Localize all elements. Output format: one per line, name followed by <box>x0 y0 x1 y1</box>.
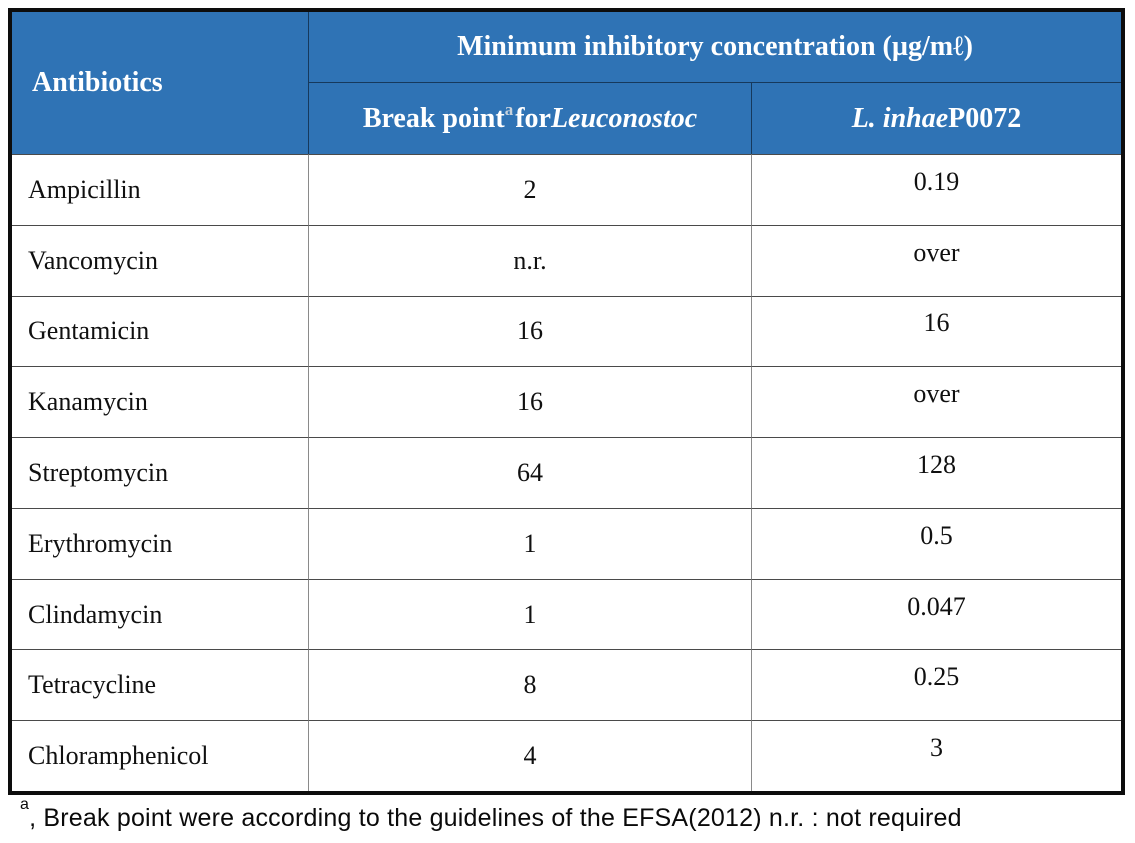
table-row-antibiotic-name: Streptomycin <box>12 437 308 508</box>
antibiotics-mic-table: Antibiotics Minimum inhibitory concentra… <box>8 8 1125 795</box>
table-row-breakpoint-value: 2 <box>308 154 751 225</box>
table-row-antibiotic-name: Ampicillin <box>12 154 308 225</box>
table-row-antibiotic-name: Chloramphenicol <box>12 720 308 791</box>
table-row-mic-value: 0.19 <box>751 154 1121 225</box>
footnote-text: , Break point were according to the guid… <box>29 804 962 832</box>
header-mic-title: Minimum inhibitory concentration (µg/mℓ) <box>308 12 1121 82</box>
table-row-mic-value: 16 <box>751 295 1121 367</box>
table-footnote: a, Break point were according to the gui… <box>20 796 1130 833</box>
header-antibiotics-label: Antibiotics <box>32 67 163 98</box>
table-row-breakpoint-value: 4 <box>308 720 751 791</box>
breakpoint-label: Break point <box>362 102 505 134</box>
table-row-antibiotic-name: Erythromycin <box>12 507 308 579</box>
table-row-breakpoint-value: 16 <box>308 295 751 367</box>
table-row-antibiotic-name: Gentamicin <box>12 295 308 367</box>
table-row-breakpoint-value: 64 <box>308 437 751 508</box>
table-row-antibiotic-name: Kanamycin <box>12 366 308 438</box>
header-mic-title-label: Minimum inhibitory concentration (µg/mℓ) <box>457 31 973 62</box>
table-row-mic-value: 0.5 <box>751 507 1121 579</box>
table-row-breakpoint-value: n.r. <box>308 224 751 296</box>
table-row-breakpoint-value: 1 <box>308 578 751 650</box>
table-row-breakpoint-value: 1 <box>308 507 751 579</box>
header-breakpoint-column: Break point a for Leuconostoc <box>308 82 751 154</box>
table-row-mic-value: 3 <box>751 720 1121 791</box>
strain-species-name: L. inhae <box>851 102 949 134</box>
table-row-mic-value: 0.25 <box>751 649 1121 721</box>
header-strain-column: L. inhae P0072 <box>751 82 1121 154</box>
breakpoint-label-mid: for <box>515 102 551 134</box>
table-row-breakpoint-value: 8 <box>308 649 751 721</box>
table-row-mic-value: over <box>751 366 1121 438</box>
table-row-antibiotic-name: Clindamycin <box>12 578 308 650</box>
table-row-mic-value: over <box>751 224 1121 296</box>
table-grid: Antibiotics Minimum inhibitory concentra… <box>12 12 1121 791</box>
footnote-marker: a <box>20 795 30 813</box>
table-row-antibiotic-name: Vancomycin <box>12 224 308 296</box>
strain-id: P0072 <box>948 102 1022 134</box>
table-row-mic-value: 128 <box>751 437 1121 508</box>
breakpoint-species-name: Leuconostoc <box>550 102 698 134</box>
table-row-antibiotic-name: Tetracycline <box>12 649 308 721</box>
table-row-breakpoint-value: 16 <box>308 366 751 438</box>
table-row-mic-value: 0.047 <box>751 578 1121 650</box>
header-antibiotics: Antibiotics <box>12 12 308 154</box>
